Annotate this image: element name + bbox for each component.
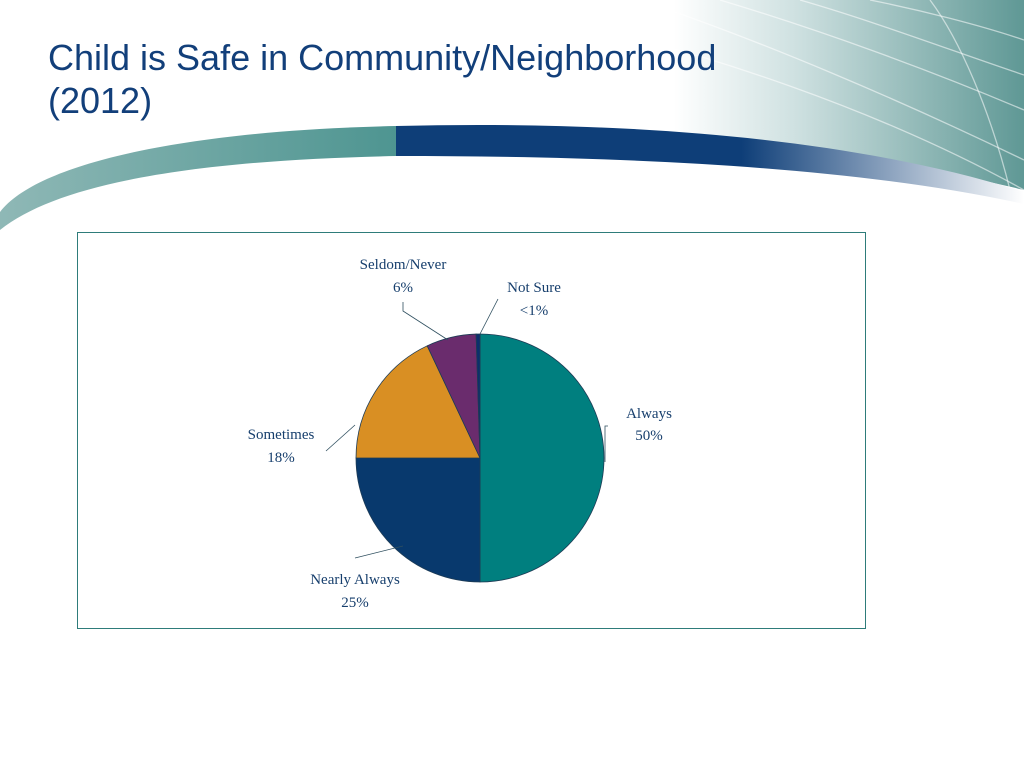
header-arc-lines: [559, 0, 1024, 191]
header-swoosh-art: [0, 0, 1024, 230]
leader-line-not-sure: [479, 298, 499, 335]
pie-slices: [355, 333, 605, 583]
slice-label-always: Always: [626, 406, 672, 422]
slice-value-not-sure: <1%: [520, 303, 548, 319]
slice-label-seldom-never: Seldom/Never: [360, 257, 447, 273]
page-title-line-2: (2012): [48, 80, 153, 121]
pie-chart: Always 50% Nearly Always 25% Sometimes 18% Sel…: [248, 257, 672, 611]
header-background-fade: [420, 0, 1024, 190]
pie-slice-sometimes: [355, 345, 481, 459]
leader-line-always: [604, 425, 608, 462]
pie-slice-always: [479, 333, 605, 583]
pie-leader-lines: [325, 298, 608, 559]
leader-line-sometimes: [325, 424, 356, 452]
chart-frame: Always 50% Nearly Always 25% Sometimes 18% Sel…: [77, 232, 866, 629]
slice-value-sometimes: 18%: [267, 450, 295, 466]
pie-slice-nearly-always: [355, 457, 481, 583]
slice-value-seldom-never: 6%: [393, 280, 413, 296]
slice-value-nearly-always: 25%: [341, 595, 369, 611]
slice-label-sometimes: Sometimes: [248, 427, 315, 443]
page-title: Child is Safe in Community/Neighborhood …: [48, 36, 848, 122]
pie-labels: Always 50% Nearly Always 25% Sometimes 18% Sel…: [248, 257, 672, 611]
slice-label-not-sure: Not Sure: [507, 280, 561, 296]
page-title-line-1: Child is Safe in Community/Neighborhood: [48, 37, 717, 78]
slice-label-nearly-always: Nearly Always: [310, 572, 400, 588]
leader-line-seldom-never: [402, 302, 449, 341]
slice-value-always: 50%: [635, 428, 663, 444]
header-swoosh-navy: [396, 124, 1024, 204]
header-swoosh-teal: [0, 126, 396, 230]
pie-slice-not-sure: [475, 333, 481, 459]
leader-line-nearly-always: [354, 545, 404, 559]
